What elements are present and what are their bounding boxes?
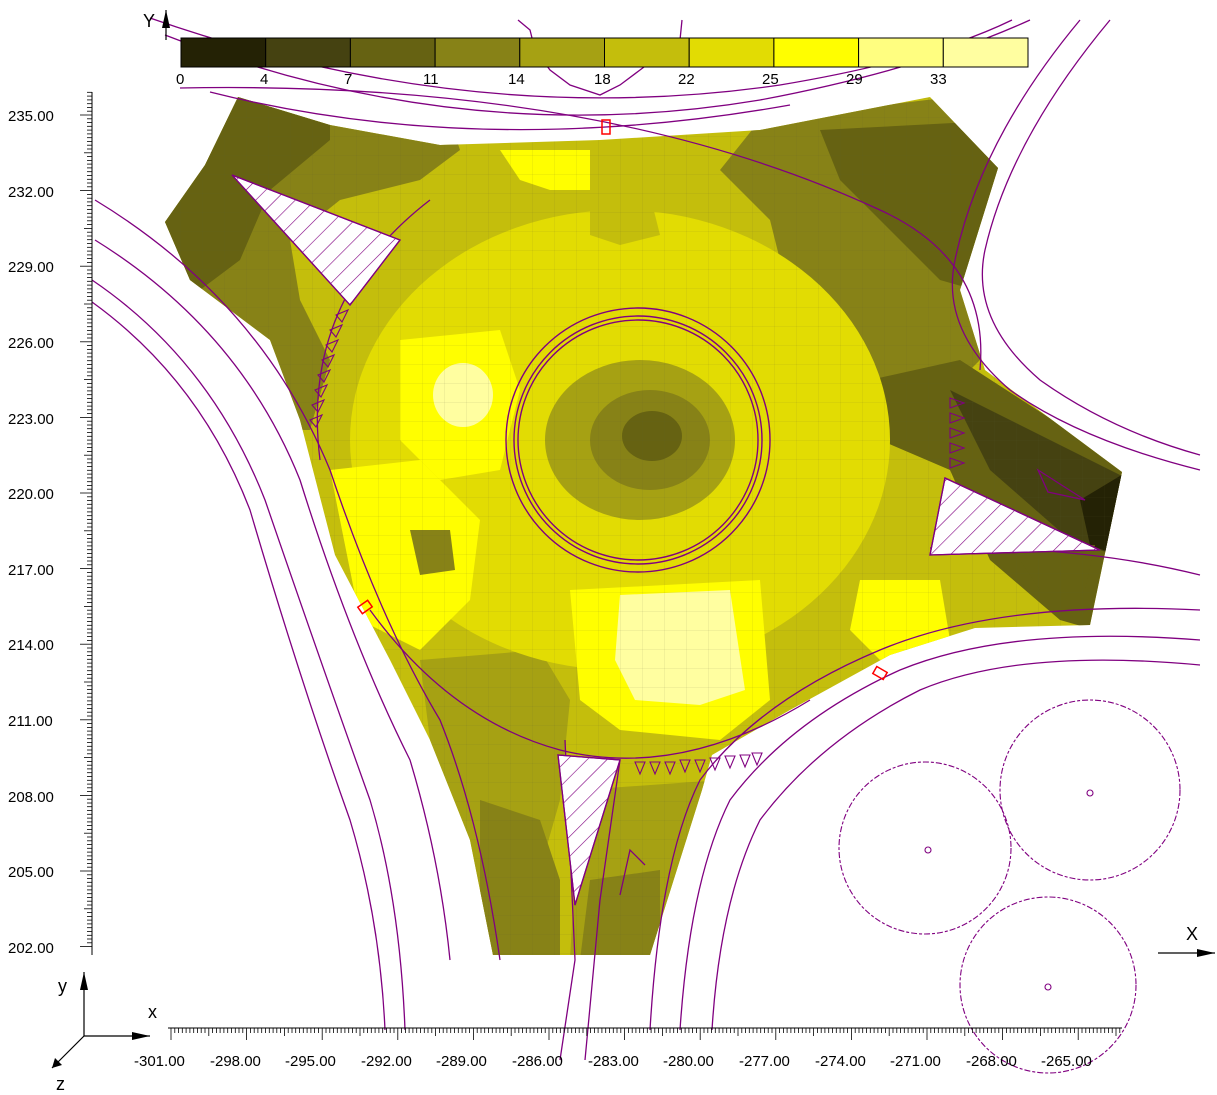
x-tick-label: -301.00 (134, 1053, 185, 1070)
legend-value: 11 (423, 71, 439, 88)
legend-swatch (773, 37, 860, 68)
x-tick-label: -292.00 (361, 1053, 412, 1070)
legend-swatch (519, 37, 605, 68)
y-axis: Y 235.00 232.00 229.00 226.00 223.00 220… (8, 10, 170, 957)
x-tick-label: -268.00 (966, 1053, 1017, 1070)
legend-value: 22 (678, 71, 695, 88)
y-tick-label: 211.00 (8, 713, 53, 730)
y-axis-letter: Y (143, 11, 155, 31)
x-tick-label: -286.00 (512, 1053, 563, 1070)
y-tick-label: 223.00 (8, 411, 54, 428)
legend-swatch (180, 37, 267, 68)
x-tick-label: -265.00 (1041, 1053, 1092, 1070)
y-tick-label: 229.00 (8, 259, 54, 276)
triad-y-label: y (58, 976, 67, 996)
x-tick-label: -283.00 (588, 1053, 639, 1070)
legend-value: 18 (594, 71, 611, 88)
legend-value: 0 (176, 71, 184, 88)
legend-swatch (688, 37, 775, 68)
central-island (505, 307, 771, 573)
x-tick-label: -298.00 (210, 1053, 261, 1070)
splitter-islands (231, 174, 1101, 906)
legend-value: 29 (846, 71, 863, 88)
y-tick-label: 208.00 (8, 789, 54, 806)
x-axis-letter: X (1186, 924, 1198, 944)
luminaire-markers (356, 119, 889, 681)
legend-value: 7 (344, 71, 352, 88)
triad-z-label: z (56, 1074, 65, 1094)
legend-value: 33 (930, 71, 947, 88)
x-tick-label: -295.00 (285, 1053, 336, 1070)
coordinate-triad: y x z (51, 972, 157, 1094)
y-tick-label: 220.00 (8, 486, 54, 503)
x-axis: X -301.00 -298.00 -295.00 -292.00 -289.0… (134, 924, 1215, 1070)
y-tick-label: 232.00 (8, 184, 54, 201)
tree-canopies (838, 699, 1181, 1074)
y-tick-label: 202.00 (8, 940, 54, 957)
x-tick-label: -277.00 (739, 1053, 790, 1070)
legend-swatch (349, 37, 436, 68)
legend-swatch (942, 37, 1029, 68)
legend-swatch (434, 37, 521, 68)
legend-value: 25 (762, 71, 779, 88)
x-tick-label: -280.00 (663, 1053, 714, 1070)
x-tick-label: -271.00 (890, 1053, 941, 1070)
give-way-markings (309, 308, 966, 776)
y-tick-label: 235.00 (8, 108, 54, 125)
legend-swatch (604, 37, 690, 68)
x-tick-label: -289.00 (436, 1053, 487, 1070)
legend-value: 14 (508, 71, 525, 88)
y-tick-label: 205.00 (8, 864, 54, 881)
y-tick-label: 226.00 (8, 335, 54, 352)
legend-swatch (858, 37, 944, 68)
legend-swatch (265, 37, 351, 68)
triad-x-label: x (148, 1002, 157, 1022)
x-tick-label: -274.00 (815, 1053, 866, 1070)
legend-value: 4 (260, 71, 268, 88)
legend: 0 4 7 11 14 18 22 25 29 33 (176, 37, 1029, 88)
y-tick-label: 217.00 (8, 562, 54, 579)
y-tick-label: 214.00 (8, 637, 54, 654)
